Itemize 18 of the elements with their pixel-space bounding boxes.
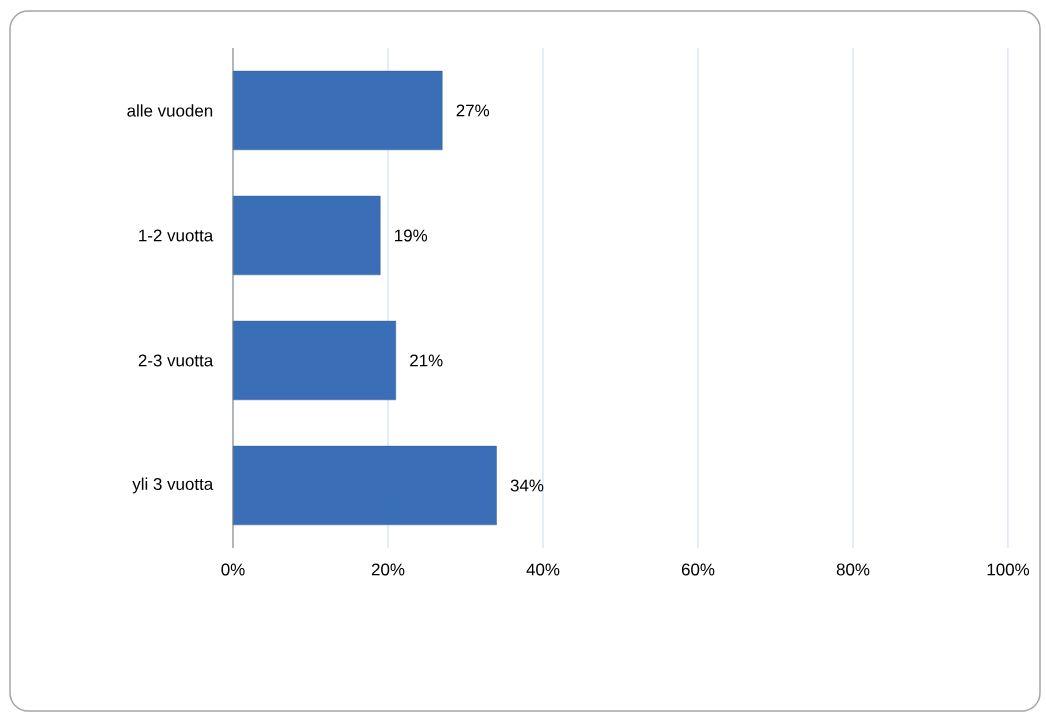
y-tick-label: alle vuoden xyxy=(127,104,213,117)
bar xyxy=(232,195,381,276)
x-tick-label: 100% xyxy=(987,563,1030,576)
bar xyxy=(232,445,497,526)
bar xyxy=(232,70,443,151)
data-label: 27% xyxy=(456,104,490,117)
data-label: 34% xyxy=(510,479,544,492)
x-tick-label: 40% xyxy=(526,563,560,576)
x-tick-label: 60% xyxy=(681,563,715,576)
bar xyxy=(232,320,396,401)
x-tick-label: 80% xyxy=(836,563,870,576)
x-tick-label: 0% xyxy=(221,563,245,576)
x-tick-label: 20% xyxy=(371,563,405,576)
data-label: 19% xyxy=(395,229,428,242)
y-tick-label: 2-3 vuotta xyxy=(138,354,214,367)
y-tick-label: yli 3 vuotta xyxy=(132,477,214,494)
y-tick-label: 1-2 vuotta xyxy=(139,229,214,242)
data-label: 21% xyxy=(410,354,443,367)
